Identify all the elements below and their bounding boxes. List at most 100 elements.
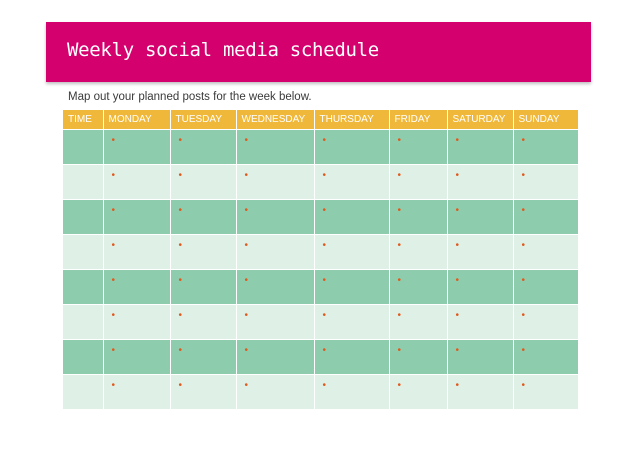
schedule-cell[interactable]: • [446,129,513,165]
column-header-thursday: THURSDAY [313,110,389,130]
schedule-cell[interactable]: • [169,269,236,305]
schedule-cell[interactable]: • [313,304,389,340]
schedule-cell[interactable]: • [388,234,447,270]
bullet-icon: • [322,345,327,356]
bullet-icon: • [178,275,183,286]
table-row: • • • • • • • [63,164,578,200]
schedule-cell[interactable]: • [169,339,236,375]
schedule-cell[interactable]: • [313,269,389,305]
bullet-icon: • [521,240,526,251]
bullet-icon: • [178,170,183,181]
schedule-table: TIME MONDAY TUESDAY WEDNESDAY THURSDAY F… [63,110,578,409]
time-cell[interactable] [63,374,103,409]
schedule-cell[interactable]: • [102,374,170,409]
schedule-cell[interactable]: • [512,199,578,235]
schedule-cell[interactable]: • [388,269,447,305]
bullet-icon: • [397,205,402,216]
table-row: • • • • • • • [63,234,578,270]
time-cell[interactable] [63,269,103,305]
table-row: • • • • • • • [63,374,578,409]
bullet-icon: • [322,135,327,146]
schedule-cell[interactable]: • [512,164,578,200]
schedule-cell[interactable]: • [169,129,236,165]
time-cell[interactable] [63,164,103,200]
bullet-icon: • [397,310,402,321]
schedule-cell[interactable]: • [102,199,170,235]
schedule-cell[interactable]: • [446,199,513,235]
schedule-cell[interactable]: • [388,339,447,375]
schedule-cell[interactable]: • [102,164,170,200]
bullet-icon: • [244,205,249,216]
schedule-cell[interactable]: • [169,304,236,340]
schedule-cell[interactable]: • [313,129,389,165]
schedule-cell[interactable]: • [313,164,389,200]
bullet-icon: • [244,380,249,391]
schedule-body: • • • • • • • • • • • • • • • • • • • • • • • • • • • • • • • • • • • • • • • •… [63,129,578,409]
schedule-cell[interactable]: • [235,304,314,340]
schedule-cell[interactable]: • [102,339,170,375]
schedule-cell[interactable]: • [169,164,236,200]
bullet-icon: • [521,380,526,391]
bullet-icon: • [178,345,183,356]
schedule-cell[interactable]: • [235,269,314,305]
bullet-icon: • [322,380,327,391]
schedule-cell[interactable]: • [388,164,447,200]
schedule-cell[interactable]: • [102,304,170,340]
schedule-cell[interactable]: • [235,374,314,409]
bullet-icon: • [521,310,526,321]
schedule-cell[interactable]: • [388,199,447,235]
schedule-cell[interactable]: • [102,269,170,305]
schedule-cell[interactable]: • [235,164,314,200]
schedule-cell[interactable]: • [388,374,447,409]
schedule-cell[interactable]: • [169,234,236,270]
column-header-friday: FRIDAY [388,110,447,130]
column-header-time: TIME [63,110,103,130]
schedule-cell[interactable]: • [169,199,236,235]
bullet-icon: • [455,170,460,181]
schedule-cell[interactable]: • [235,199,314,235]
table-row: • • • • • • • [63,304,578,340]
table-row: • • • • • • • [63,339,578,375]
bullet-icon: • [244,345,249,356]
schedule-cell[interactable]: • [313,199,389,235]
schedule-cell[interactable]: • [388,129,447,165]
schedule-cell[interactable]: • [512,269,578,305]
schedule-cell[interactable]: • [313,374,389,409]
schedule-cell[interactable]: • [446,234,513,270]
schedule-cell[interactable]: • [235,339,314,375]
schedule-cell[interactable]: • [512,234,578,270]
bullet-icon: • [455,310,460,321]
bullet-icon: • [244,170,249,181]
bullet-icon: • [397,170,402,181]
time-cell[interactable] [63,339,103,375]
bullet-icon: • [397,380,402,391]
schedule-cell[interactable]: • [512,339,578,375]
time-cell[interactable] [63,199,103,235]
schedule-cell[interactable]: • [446,304,513,340]
bullet-icon: • [178,240,183,251]
schedule-cell[interactable]: • [446,164,513,200]
schedule-cell[interactable]: • [512,374,578,409]
schedule-cell[interactable]: • [446,374,513,409]
time-cell[interactable] [63,234,103,270]
page-subtitle: Map out your planned posts for the week … [68,91,312,103]
schedule-cell[interactable]: • [313,234,389,270]
schedule-cell[interactable]: • [388,304,447,340]
schedule-cell[interactable]: • [446,339,513,375]
schedule-cell[interactable]: • [512,304,578,340]
schedule-cell[interactable]: • [512,129,578,165]
schedule-header-row: TIME MONDAY TUESDAY WEDNESDAY THURSDAY F… [63,110,578,130]
schedule-cell[interactable]: • [235,234,314,270]
schedule-cell[interactable]: • [102,234,170,270]
schedule-cell[interactable]: • [235,129,314,165]
time-cell[interactable] [63,304,103,340]
bullet-icon: • [397,240,402,251]
schedule-cell[interactable]: • [446,269,513,305]
schedule-cell[interactable]: • [102,129,170,165]
bullet-icon: • [455,240,460,251]
schedule-cell[interactable]: • [313,339,389,375]
schedule-cell[interactable]: • [169,374,236,409]
bullet-icon: • [244,310,249,321]
time-cell[interactable] [63,129,103,165]
column-header-wednesday: WEDNESDAY [235,110,314,130]
